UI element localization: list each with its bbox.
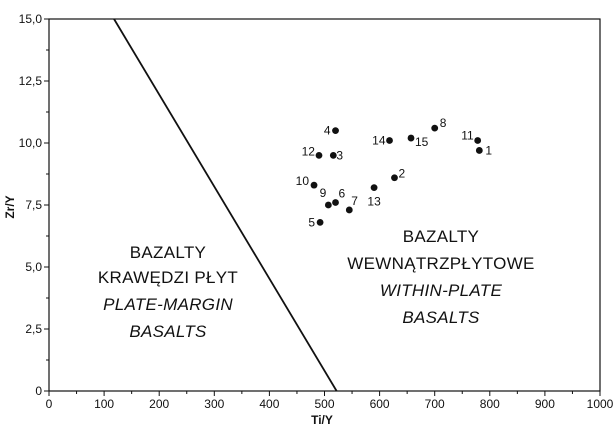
data-point-label: 7 bbox=[351, 194, 358, 208]
y-tick-label: 5,0 bbox=[25, 260, 42, 274]
data-point bbox=[316, 218, 324, 226]
discriminant-boundary-line bbox=[113, 18, 338, 392]
data-point bbox=[329, 152, 337, 159]
x-tick-label: 0 bbox=[46, 397, 53, 411]
data-point-label: 15 bbox=[415, 135, 429, 149]
data-point bbox=[407, 134, 415, 142]
region-label-line: BAZALTY bbox=[403, 227, 479, 246]
data-point bbox=[310, 181, 318, 189]
y-tick-label: 15,0 bbox=[19, 12, 43, 26]
data-point bbox=[332, 199, 339, 206]
data-point-label: 13 bbox=[367, 195, 381, 209]
x-tick-label: 100 bbox=[94, 397, 114, 411]
data-point bbox=[370, 184, 378, 192]
x-axis-title: Ti/Y bbox=[311, 413, 333, 427]
x-tick-label: 300 bbox=[204, 397, 224, 411]
region-label-line: WITHIN-PLATE bbox=[380, 281, 503, 300]
y-tick-label: 12,5 bbox=[19, 74, 43, 88]
region-label-line: BASALTS bbox=[129, 322, 207, 341]
data-point-label: 5 bbox=[308, 215, 315, 229]
data-point-label: 6 bbox=[339, 187, 346, 201]
data-point-label: 3 bbox=[336, 148, 343, 162]
data-point-label: 4 bbox=[324, 124, 331, 138]
data-point-label: 1 bbox=[485, 143, 492, 157]
data-point bbox=[386, 137, 393, 144]
data-point-label: 10 bbox=[296, 174, 310, 188]
y-tick-label: 7,5 bbox=[25, 198, 42, 212]
region-label-line: BASALTS bbox=[402, 308, 480, 327]
data-point bbox=[332, 127, 339, 134]
within-plate-region-label: BAZALTY WEWNĄTRZPŁYTOWE WITHIN-PLATE BAS… bbox=[347, 227, 534, 327]
data-point-label: 9 bbox=[320, 186, 327, 200]
data-point-label: 11 bbox=[461, 129, 474, 143]
data-point bbox=[474, 137, 482, 144]
region-label-line: WEWNĄTRZPŁYTOWE bbox=[347, 254, 534, 273]
data-point bbox=[391, 174, 398, 182]
x-tick-label: 400 bbox=[259, 397, 279, 411]
plate-margin-region-label: BAZALTY KRAWĘDZI PŁYT PLATE-MARGIN BASAL… bbox=[98, 243, 238, 341]
data-point bbox=[431, 124, 439, 132]
y-axis-title: Zr/Y bbox=[3, 195, 17, 218]
y-tick-label: 2,5 bbox=[25, 322, 42, 336]
y-tick-label: 0 bbox=[35, 384, 42, 398]
data-point bbox=[345, 206, 353, 214]
x-tick-label: 700 bbox=[425, 397, 445, 411]
data-point-label: 12 bbox=[302, 144, 316, 158]
data-point bbox=[475, 147, 483, 154]
x-tick-label: 1000 bbox=[587, 397, 614, 411]
x-tick-label: 200 bbox=[149, 397, 169, 411]
data-point bbox=[324, 201, 332, 209]
region-label-line: BAZALTY bbox=[130, 243, 206, 262]
data-point-label: 2 bbox=[398, 167, 405, 181]
x-tick-label: 600 bbox=[370, 397, 390, 411]
region-label-line: PLATE-MARGIN bbox=[103, 295, 233, 314]
y-tick-label: 10,0 bbox=[19, 136, 43, 150]
x-tick-label: 500 bbox=[314, 397, 334, 411]
data-point-label: 8 bbox=[440, 116, 447, 130]
region-label-line: KRAWĘDZI PŁYT bbox=[98, 268, 238, 287]
data-point bbox=[315, 152, 323, 159]
x-tick-label: 900 bbox=[535, 397, 555, 411]
data-point-label: 14 bbox=[372, 134, 386, 148]
x-tick-label: 800 bbox=[480, 397, 500, 411]
